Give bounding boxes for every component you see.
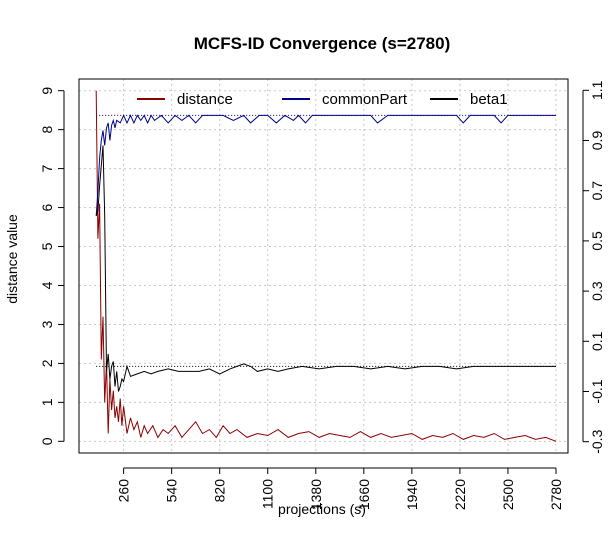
y-tick-label: 8 xyxy=(39,126,55,134)
x-tick-label: 1660 xyxy=(356,479,372,510)
y-tick-label: 4 xyxy=(39,281,55,289)
y2-tick-label: 0.5 xyxy=(589,231,605,251)
y2-tick-label: 0.9 xyxy=(589,131,605,151)
y-axis: 0 1 2 3 4 5 6 7 8 9 xyxy=(39,87,65,445)
y2-tick-label: 0.3 xyxy=(589,281,605,301)
y2-tick-label: 0.7 xyxy=(589,181,605,201)
x-tick-label: 1940 xyxy=(404,479,420,510)
y-tick-label: 5 xyxy=(39,242,55,250)
x-tick-label: 820 xyxy=(212,479,228,503)
y2-tick-label: 0.1 xyxy=(589,331,605,351)
x-tick-label: 260 xyxy=(116,479,132,503)
series-line-distance xyxy=(95,90,557,442)
grid xyxy=(79,79,568,453)
x-tick-label: 1100 xyxy=(260,479,276,509)
legend-label-commonPart: commonPart xyxy=(322,91,408,108)
y2-axis: -0.3 -0.1 0.1 0.3 0.5 0.7 0.9 1.1 xyxy=(582,80,605,454)
y-axis-label: distance value xyxy=(4,214,20,304)
legend-label-distance: distance xyxy=(177,91,233,108)
y-tick-label: 7 xyxy=(39,165,55,173)
series-line-commonPart xyxy=(95,114,556,216)
y-tick-label: 2 xyxy=(39,359,55,367)
y2-tick-label: 1.1 xyxy=(589,80,605,100)
chart-title: MCFS-ID Convergence (s=2780) xyxy=(194,34,451,53)
plot-frame xyxy=(78,78,569,454)
y-tick-label: 6 xyxy=(39,203,55,211)
y-tick-label: 0 xyxy=(39,437,55,445)
series-layer xyxy=(95,90,557,442)
y2-tick-label: -0.1 xyxy=(589,379,605,403)
series-line-beta1 xyxy=(95,145,556,392)
x-tick-label: 2780 xyxy=(548,479,564,510)
x-tick-label: 2220 xyxy=(452,479,468,510)
legend-label-beta1: beta1 xyxy=(470,91,508,108)
x-axis: 260 540 820 1100 1380 1660 1940 2220 2500 2780 xyxy=(116,467,564,510)
y2-tick-label: -0.3 xyxy=(589,429,605,453)
legend: distance commonPart beta1 xyxy=(137,91,508,108)
x-tick-label: 540 xyxy=(164,479,180,503)
y-tick-label: 1 xyxy=(39,398,55,406)
x-axis-label: projections (s) xyxy=(278,501,366,517)
y-tick-label: 9 xyxy=(39,87,55,95)
x-tick-label: 1380 xyxy=(308,479,324,510)
y-tick-label: 3 xyxy=(39,320,55,328)
x-tick-label: 2500 xyxy=(500,479,516,510)
